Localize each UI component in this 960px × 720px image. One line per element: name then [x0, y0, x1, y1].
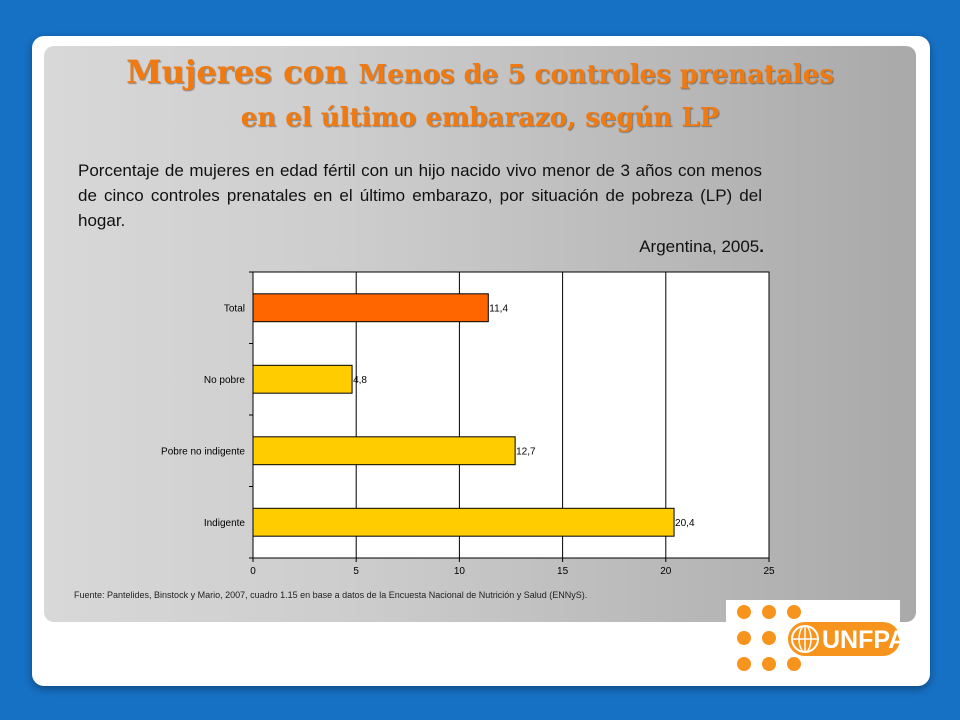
slide-title: Mujeres con Menos de 5 controles prenata…: [44, 52, 916, 138]
chart-description: Porcentaje de mujeres en edad fértil con…: [78, 161, 762, 230]
unfpa-logo-text: UNFPA: [822, 626, 900, 654]
data-label: 11,4: [489, 303, 508, 314]
x-tick-label: 10: [454, 566, 466, 577]
data-label: 12,7: [516, 446, 536, 457]
title-part-1: Mujeres con: [126, 53, 359, 91]
x-tick-label: 25: [763, 566, 775, 577]
bar-chart: 0 5 10 15 20 25 Total 11,4 No pobre 4,8 Pobre no i…: [161, 271, 775, 577]
category-label: No pobre: [204, 375, 246, 386]
x-tick-label: 20: [660, 566, 672, 577]
category-label: Indigente: [204, 518, 246, 529]
place-dot: .: [759, 237, 764, 256]
title-line-2: en el último embarazo, según LP: [240, 103, 720, 133]
x-tick-label: 15: [557, 566, 569, 577]
bar: [252, 436, 516, 466]
data-label: 20,4: [675, 518, 695, 529]
x-tick-label: 5: [353, 566, 359, 577]
x-tick-label: 0: [250, 566, 256, 577]
category-label: Pobre no indigente: [161, 446, 245, 457]
unfpa-logo: UNFPA: [726, 600, 906, 682]
bar: [252, 507, 675, 537]
unfpa-logo-graphic: UNFPA: [737, 605, 906, 671]
bar: [252, 364, 353, 394]
category-label: Total: [224, 303, 245, 314]
source-note: Fuente: Pantelides, Binstock y Mario, 20…: [74, 590, 588, 600]
bar: [252, 293, 489, 323]
place-text: Argentina, 2005: [639, 237, 760, 256]
chart-place-year: Argentina, 2005.: [560, 237, 764, 257]
title-part-2: Menos de 5 controles prenatales: [358, 60, 834, 90]
data-label: 4,8: [353, 375, 367, 386]
